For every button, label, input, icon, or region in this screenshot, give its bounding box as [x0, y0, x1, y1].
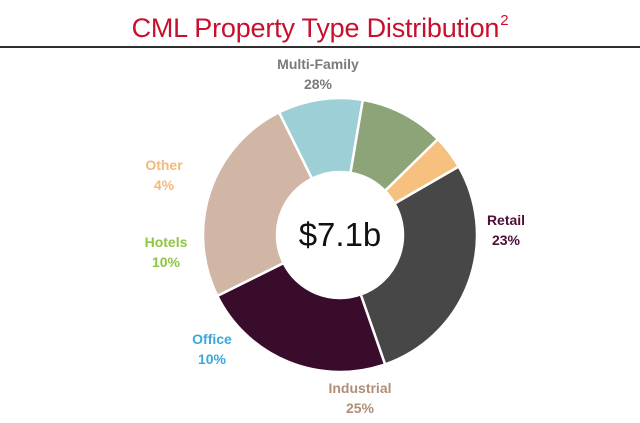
center-total-label: $7.1b [298, 216, 382, 253]
label-retail: Retail 23% [486, 212, 526, 248]
slice-industrial [201, 110, 314, 298]
slice-retail [215, 261, 387, 374]
label-industrial: Industrial 25% [328, 380, 392, 416]
chart-title: CML Property Type Distribution2 [131, 12, 509, 43]
slice-multi-family [359, 164, 479, 366]
slice-other [383, 137, 461, 206]
label-multi-family: Multi-Family 28% [277, 56, 359, 92]
label-other: Other 4% [145, 157, 183, 193]
title-footnote-marker: 2 [500, 12, 509, 29]
title-divider [0, 46, 640, 48]
label-hotels: Hotels 10% [144, 234, 188, 270]
label-office: Office 10% [192, 331, 232, 367]
